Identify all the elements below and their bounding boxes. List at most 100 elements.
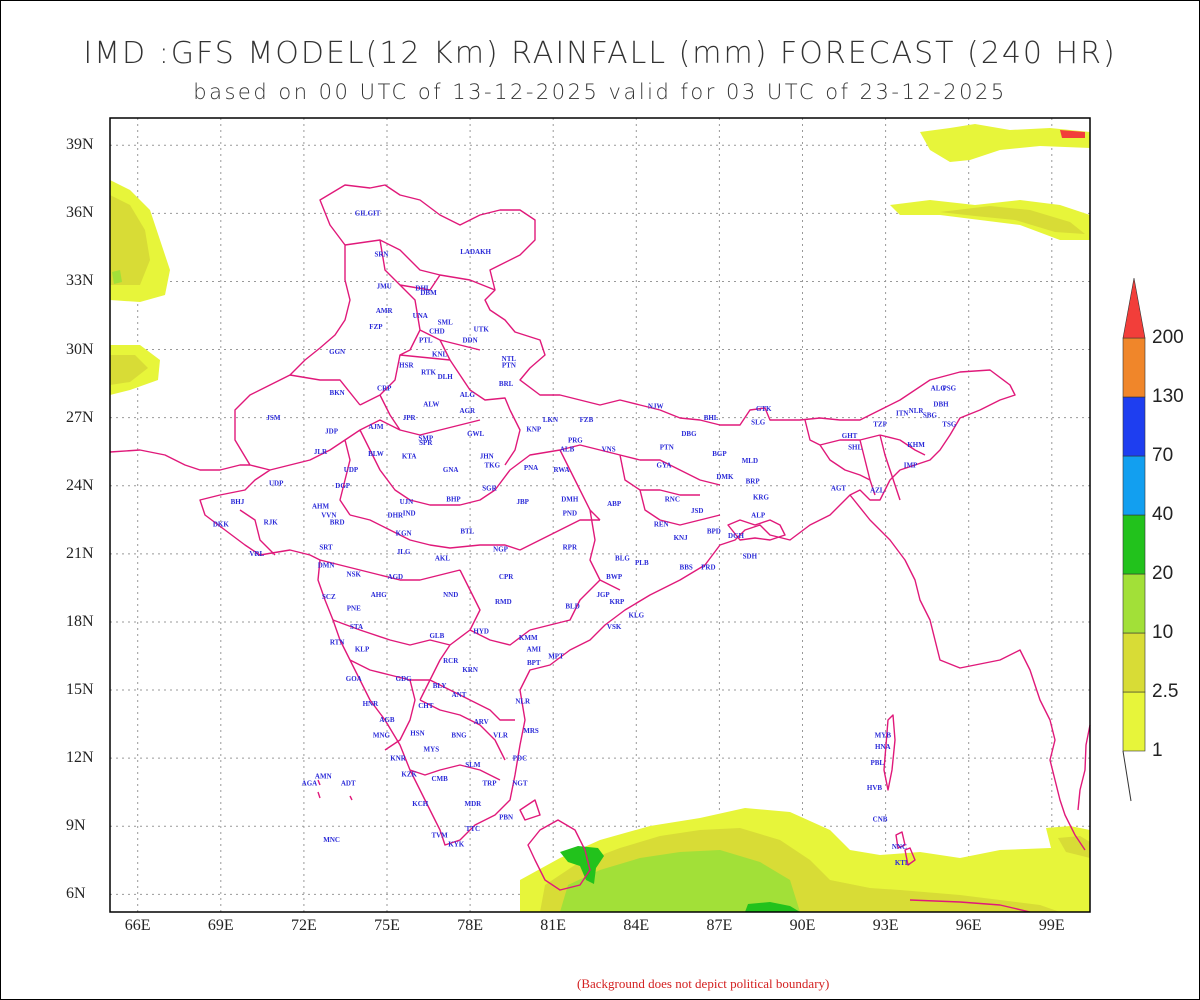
station-label: KLP [355,645,370,653]
station-label: PNE [347,605,361,613]
station-label: GOA [346,675,362,683]
station-label: BLY [433,682,447,690]
station-label: AGD [388,573,404,581]
colorbar-label: 70 [1152,445,1174,466]
station-label: HNA [875,743,891,751]
lat-label: 27N [66,408,94,426]
colorbar [1122,277,1146,802]
station-label: LADAKH [460,248,491,256]
station-label: BLG [615,555,630,563]
lat-label: 24N [66,476,94,494]
station-label: BRL [499,380,514,388]
lon-label: 66E [124,917,151,934]
station-label: ALW [423,400,439,408]
station-label: PTN [660,443,674,451]
station-label: DDN [463,337,478,345]
station-label: CNB [873,816,888,824]
station-label: SPR [419,439,433,447]
station-label: BKN [330,389,345,397]
station-label: CPR [499,573,514,581]
colorbar-label: 10 [1152,622,1174,643]
station-label: RMD [495,598,512,606]
station-label: KLG [629,611,645,619]
andaman-islands [883,714,916,866]
station-label: MPT [548,652,564,660]
station-label: DLH [438,373,454,381]
station-label: NLR [909,407,925,415]
colorbar-tail [1122,750,1132,802]
station-label: RCR [443,657,459,665]
rainfall-shading [110,124,1090,912]
station-label: DGP [335,482,351,490]
station-label: MNG [373,732,391,740]
station-label: MRS [523,727,539,735]
station-label: DKK [213,521,230,529]
station-label: KTL [895,859,910,867]
station-label: KGN [396,530,412,538]
station-label: PLB [635,559,649,567]
station-label: SRN [374,250,388,258]
lat-label: 12N [66,749,94,767]
coast-bengal [727,519,786,541]
station-label: VVN [321,512,336,520]
station-label: JSD [691,507,703,515]
station-label: ARV [474,718,489,726]
footer-note: (Background does not depict political bo… [577,976,830,991]
station-label: ANT [452,691,467,699]
station-label: UTK [474,325,490,333]
station-label: BRP [746,477,761,485]
station-label: JGP [596,591,610,599]
lon-label: 81E [540,917,567,934]
station-label: NLR [515,698,531,706]
srilanka-outline [519,799,591,891]
station-label: AHG [371,591,388,599]
station-label: KRG [753,493,770,501]
station-label: ADT [341,779,356,787]
station-label: AMN [315,773,332,781]
plot-border [109,117,1091,913]
station-label: PBN [499,813,513,821]
station-label: DBM [420,289,437,297]
station-label: AGA [302,779,318,787]
rain-northeast-inner [940,206,1085,234]
lon-label: 93E [872,917,899,934]
colorbar-swatch [1122,514,1146,575]
station-label: GYA [657,462,672,470]
station-label: DMH [561,496,579,504]
station-label: MNC [323,836,340,844]
station-label: IND [403,509,416,517]
country-outline-west [109,449,276,556]
rain-band-south-inner [560,850,800,912]
rain-northeast-band [890,200,1090,240]
state-lines-north [289,239,511,436]
station-label: VRL [249,550,264,558]
station-label: SRT [319,543,333,551]
station-label: AGR [460,407,477,415]
station-label: JBP [517,498,530,506]
station-label: TRP [482,779,497,787]
station-label: HNR [363,700,380,708]
map-subtitle: based on 00 UTC of 13-12-2025 valid for … [193,80,1007,104]
colorbar-label: 40 [1152,504,1174,525]
station-label: BHL [704,414,719,422]
lon-label: 99E [1038,917,1065,934]
station-label: UJN [400,498,414,506]
station-label: MLD [742,457,758,465]
station-label: HSR [399,362,414,370]
station-label: DHL [415,285,431,293]
colorbar-swatch [1122,573,1146,634]
station-label: BGP [712,450,727,458]
station-label: BLW [368,450,384,458]
station-label: MYB [875,732,892,740]
station-label: SBG [923,412,938,420]
station-label: TTC [466,825,480,833]
station-label: ALG [931,384,947,392]
station-label: TSG [942,421,957,429]
station-label: PND [563,509,577,517]
lat-label: 9N [66,817,86,835]
colorbar-label: 130 [1152,386,1184,407]
station-label: TKG [484,462,500,470]
colorbar-swatch [1122,455,1146,516]
